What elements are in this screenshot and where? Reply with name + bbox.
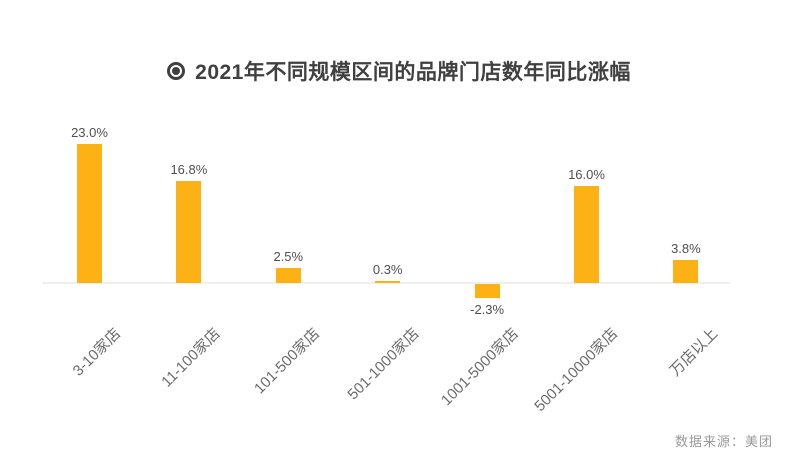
bar-2 xyxy=(176,181,202,283)
x-axis-label-5: 1001-5000家店 xyxy=(438,325,523,410)
x-axis-label-3: 101-500家店 xyxy=(251,325,324,398)
bar-7 xyxy=(673,260,699,283)
bar-4 xyxy=(375,281,401,283)
x-axis-label-1: 3-10家店 xyxy=(70,325,125,380)
bar-5 xyxy=(474,284,500,298)
bar-value-label-7: 3.8% xyxy=(671,241,701,256)
bar-6 xyxy=(574,186,599,283)
x-axis-label-2: 11-100家店 xyxy=(158,325,225,391)
bar-value-label-3: 2.5% xyxy=(273,248,304,264)
bar-value-label-6: 16.0% xyxy=(568,167,605,183)
x-axis-line xyxy=(43,282,730,284)
x-axis-label-7: 万店以上 xyxy=(666,325,722,380)
bar-value-label-5: -2.3% xyxy=(470,301,505,317)
bar-value-label-4: 0.3% xyxy=(372,262,403,277)
fisheye-bullet-icon xyxy=(167,62,186,80)
data-source-note: 数据来源：美团 xyxy=(674,434,773,449)
chart-title-row: 2021年不同规模区间的品牌门店数年同比涨幅 xyxy=(0,56,798,86)
fisheye-bullet-dot xyxy=(172,67,181,75)
x-axis-label-6: 5001-10000家店 xyxy=(531,325,622,415)
bar-1 xyxy=(77,143,102,283)
chart-title: 2021年不同规模区间的品牌门店数年同比涨幅 xyxy=(195,61,631,84)
bar-value-label-2: 16.8% xyxy=(170,162,208,178)
bar-3 xyxy=(275,267,301,283)
x-axis-label-4: 501-1000家店 xyxy=(344,325,423,404)
bar-value-label-1: 23.0% xyxy=(71,124,108,140)
